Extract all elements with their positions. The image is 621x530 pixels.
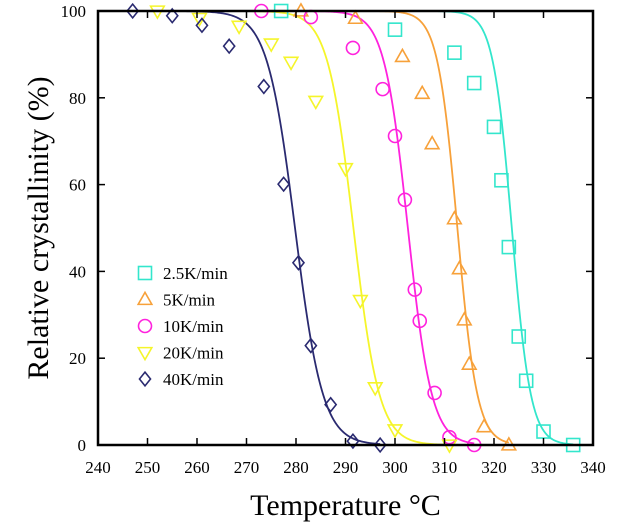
marker-4-3: [222, 38, 236, 55]
marker-4-1: [165, 7, 179, 24]
legend-marker-4: [138, 370, 152, 388]
legend-marker-1: [136, 290, 154, 306]
x-tick-label-290: 290: [333, 458, 359, 477]
legend-label-0: 2.5K/min: [163, 264, 228, 283]
marker-4-6: [291, 254, 306, 271]
legend-marker-2: [137, 318, 153, 334]
y-tick-label-80: 80: [69, 89, 86, 108]
marker-1-3: [414, 84, 431, 100]
marker-2-7: [412, 313, 428, 329]
marker-1-7: [456, 311, 473, 326]
marker-1-2: [394, 47, 411, 63]
x-tick-label-320: 320: [481, 458, 507, 477]
y-tick-label-20: 20: [69, 349, 86, 368]
x-tick-label-280: 280: [283, 458, 309, 477]
fit-curve-0: [281, 10, 574, 446]
marker-2-2: [345, 40, 361, 56]
marker-3-5: [307, 95, 324, 111]
marker-3-1: [191, 12, 208, 28]
legend-label-4: 40K/min: [163, 370, 224, 389]
legend-label-3: 20K/min: [163, 344, 224, 363]
marker-0-7: [511, 329, 527, 344]
y-tick-label-40: 40: [69, 262, 86, 281]
marker-3-2: [230, 20, 248, 35]
y-tick-label-0: 0: [78, 436, 87, 455]
y-axis-title: Relative crystallinity (%): [22, 76, 55, 379]
marker-0-5: [494, 172, 509, 188]
fit-curve-2: [261, 10, 475, 445]
marker-3-8: [367, 382, 384, 397]
y-tick-label-60: 60: [69, 176, 86, 195]
legend-marker-3: [136, 346, 154, 362]
x-tick-label-310: 310: [432, 458, 458, 477]
marker-4-2: [195, 17, 209, 34]
marker-0-8: [518, 373, 534, 389]
marker-4-9: [346, 432, 360, 450]
x-tick-label-260: 260: [184, 458, 210, 477]
x-axis-title: Temperature °C: [250, 489, 441, 522]
legend: 2.5K/min 5K/min 10K/min 20K/min 40K/min: [136, 264, 228, 389]
marker-3-3: [263, 38, 280, 53]
marker-4-10: [373, 436, 387, 454]
marker-1-8: [461, 355, 478, 370]
marker-1-5: [446, 210, 463, 225]
x-tick-label-270: 270: [234, 458, 260, 477]
marker-4-5: [277, 176, 291, 193]
x-tick-label-240: 240: [85, 458, 111, 477]
x-tick-label-300: 300: [382, 458, 408, 477]
x-tick-label-340: 340: [580, 458, 606, 477]
legend-marker-0: [137, 265, 153, 281]
legend-label-2: 10K/min: [163, 317, 224, 336]
marker-3-9: [386, 424, 404, 439]
marker-0-2: [447, 45, 462, 60]
marker-0-6: [501, 239, 517, 255]
marker-2-8: [427, 385, 442, 401]
marker-2-3: [375, 81, 390, 97]
marker-0-4: [486, 119, 502, 135]
y-tick-label-100: 100: [61, 2, 87, 21]
axis-ticks: 240 250 260 270 280 290 300 310 320 330 340 0 20 40 60…: [61, 2, 606, 477]
legend-label-1: 5K/min: [163, 291, 215, 310]
marker-2-6: [407, 282, 423, 297]
marker-3-7: [352, 294, 369, 310]
marker-4-8: [324, 396, 338, 413]
marker-1-6: [451, 260, 468, 275]
fit-curve-1: [300, 10, 510, 444]
marker-1-4: [423, 135, 441, 150]
marker-1-1: [347, 9, 364, 25]
marker-2-9: [442, 429, 457, 445]
marker-4-4: [257, 78, 271, 95]
marker-4-0: [126, 2, 140, 20]
x-tick-label-250: 250: [135, 458, 161, 477]
marker-0-1: [387, 22, 403, 37]
marker-2-4: [387, 128, 403, 144]
x-tick-label-330: 330: [531, 458, 557, 477]
marker-2-1: [303, 9, 319, 25]
marker-3-6: [337, 162, 354, 178]
marker-1-9: [475, 418, 493, 433]
marker-2-5: [397, 192, 413, 208]
marker-4-7: [304, 337, 318, 354]
marker-0-3: [466, 75, 482, 91]
marker-3-4: [282, 56, 300, 71]
